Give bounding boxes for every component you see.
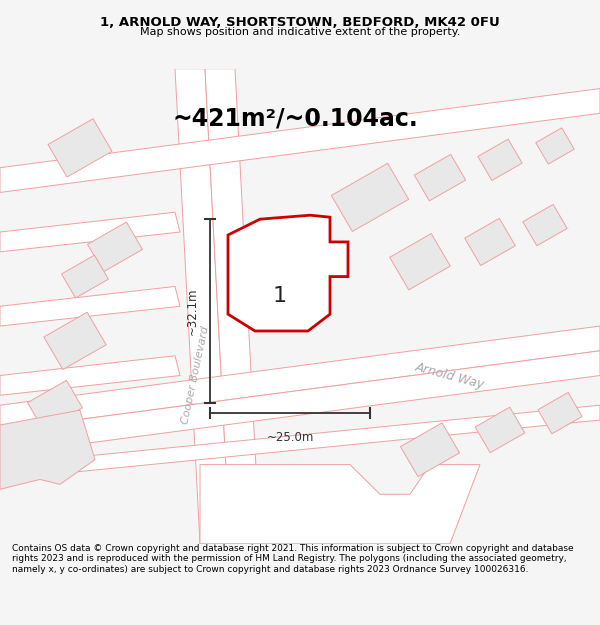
Polygon shape (0, 405, 600, 479)
Polygon shape (44, 312, 106, 369)
Polygon shape (0, 89, 600, 192)
Polygon shape (0, 351, 600, 455)
Text: ~32.1m: ~32.1m (185, 288, 199, 335)
Polygon shape (390, 234, 450, 290)
Polygon shape (0, 213, 180, 252)
Polygon shape (0, 410, 95, 489)
Polygon shape (243, 258, 317, 326)
Polygon shape (0, 326, 600, 430)
Polygon shape (62, 255, 109, 298)
Text: Contains OS data © Crown copyright and database right 2021. This information is : Contains OS data © Crown copyright and d… (12, 544, 574, 574)
Polygon shape (523, 204, 567, 246)
Polygon shape (175, 69, 230, 544)
Text: ~25.0m: ~25.0m (266, 431, 314, 444)
Polygon shape (0, 356, 180, 396)
Polygon shape (88, 222, 142, 272)
Text: Map shows position and indicative extent of the property.: Map shows position and indicative extent… (140, 27, 460, 37)
Polygon shape (475, 408, 525, 452)
Text: Arnold Way: Arnold Way (414, 360, 486, 391)
Polygon shape (331, 163, 409, 231)
Polygon shape (536, 127, 574, 164)
Polygon shape (415, 154, 466, 201)
Polygon shape (48, 119, 112, 177)
Polygon shape (0, 286, 180, 326)
Polygon shape (228, 215, 348, 331)
Text: ~421m²/~0.104ac.: ~421m²/~0.104ac. (172, 106, 418, 130)
Polygon shape (464, 218, 515, 266)
Text: 1, ARNOLD WAY, SHORTSTOWN, BEDFORD, MK42 0FU: 1, ARNOLD WAY, SHORTSTOWN, BEDFORD, MK42… (100, 16, 500, 29)
Polygon shape (200, 464, 480, 544)
Text: 1: 1 (273, 286, 287, 306)
Polygon shape (478, 139, 522, 181)
Polygon shape (400, 423, 460, 477)
Polygon shape (28, 381, 82, 430)
Text: Cooper Boulevard: Cooper Boulevard (181, 326, 211, 426)
Polygon shape (205, 69, 260, 544)
Polygon shape (538, 392, 582, 434)
